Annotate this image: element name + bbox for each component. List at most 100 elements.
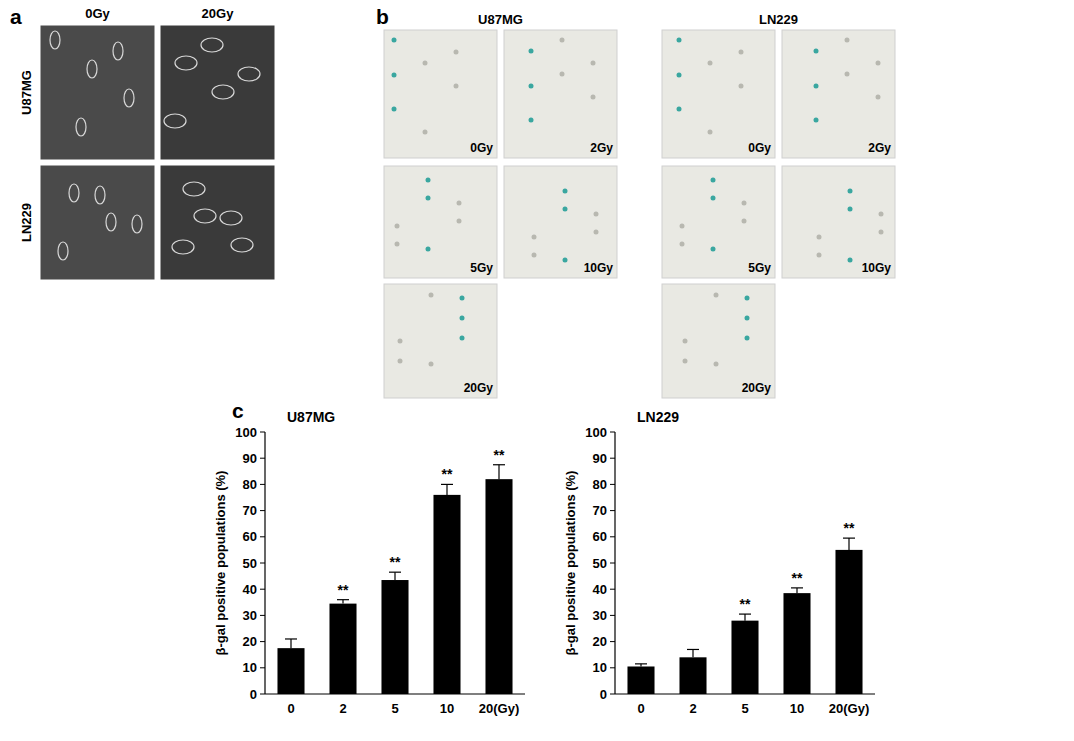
cell-shape bbox=[50, 31, 60, 49]
dose-label: 10Gy bbox=[584, 261, 614, 275]
bar-chart: U87MGβ-gal positive populations (%)01020… bbox=[213, 409, 525, 716]
bar bbox=[679, 657, 706, 694]
significance-label: ** bbox=[792, 570, 803, 586]
stained-cell bbox=[560, 38, 565, 43]
stained-cell bbox=[594, 230, 599, 235]
y-tick-label: 20 bbox=[593, 634, 607, 649]
cell-shape bbox=[95, 186, 105, 204]
stained-cell bbox=[423, 61, 428, 66]
micrograph bbox=[160, 165, 275, 280]
stained-cell bbox=[848, 207, 853, 212]
panel-label: b bbox=[376, 5, 389, 28]
group-label: LN229 bbox=[759, 12, 798, 27]
stained-cell bbox=[563, 189, 568, 194]
stained-cell bbox=[742, 219, 747, 224]
y-tick-label: 100 bbox=[585, 425, 607, 440]
stained-cell bbox=[426, 247, 431, 252]
micrograph bbox=[504, 30, 617, 158]
y-tick-label: 10 bbox=[593, 660, 607, 675]
micrograph bbox=[384, 30, 497, 158]
error-stem bbox=[796, 588, 797, 593]
stained-cell bbox=[532, 235, 537, 240]
stained-cell bbox=[457, 201, 462, 206]
y-tick-label: 10 bbox=[243, 660, 257, 675]
y-tick bbox=[260, 589, 265, 590]
micrograph bbox=[384, 166, 497, 278]
dose-label: 2Gy bbox=[590, 141, 613, 155]
error-stem bbox=[394, 572, 395, 580]
stained-cell bbox=[392, 107, 397, 112]
stained-cell bbox=[739, 50, 744, 55]
stained-cell bbox=[532, 253, 537, 258]
y-tick-label: 40 bbox=[593, 582, 607, 597]
stained-cell bbox=[848, 258, 853, 263]
stained-cell bbox=[745, 336, 750, 341]
column-label: 0Gy bbox=[85, 6, 110, 21]
stained-cell bbox=[814, 118, 819, 123]
micrograph bbox=[662, 30, 775, 158]
y-tick-label: 30 bbox=[243, 608, 257, 623]
stained-cell bbox=[739, 84, 744, 89]
cell-shape bbox=[238, 67, 260, 81]
stained-cell bbox=[563, 258, 568, 263]
y-tick-label: 70 bbox=[593, 503, 607, 518]
bar bbox=[783, 593, 810, 694]
bar bbox=[277, 648, 304, 694]
row-label: U87MG bbox=[19, 70, 34, 115]
panel-label: a bbox=[10, 5, 22, 28]
y-tick bbox=[610, 536, 615, 537]
stained-cell bbox=[429, 362, 434, 367]
bar-chart: LN229β-gal positive populations (%)01020… bbox=[563, 409, 875, 716]
stained-cell bbox=[876, 95, 881, 100]
y-tick-label: 100 bbox=[235, 425, 257, 440]
y-tick-label: 30 bbox=[593, 608, 607, 623]
stained-cell bbox=[683, 359, 688, 364]
y-axis bbox=[614, 432, 615, 694]
cell-shape bbox=[220, 211, 242, 225]
y-tick bbox=[260, 536, 265, 537]
y-tick-label: 90 bbox=[243, 451, 257, 466]
cell-shape bbox=[69, 184, 79, 202]
y-tick bbox=[610, 615, 615, 616]
significance-label: ** bbox=[442, 466, 453, 482]
significance-label: ** bbox=[740, 596, 751, 612]
stained-cell bbox=[460, 316, 465, 321]
error-cap bbox=[337, 599, 349, 600]
stained-cell bbox=[711, 178, 716, 183]
micrograph bbox=[782, 166, 895, 278]
significance-label: ** bbox=[494, 447, 505, 463]
dose-label: 0Gy bbox=[748, 141, 771, 155]
error-cap bbox=[739, 613, 751, 614]
y-tick bbox=[610, 432, 615, 433]
error-stem bbox=[848, 538, 849, 550]
y-tick-label: 0 bbox=[250, 687, 257, 702]
stained-cell bbox=[677, 73, 682, 78]
marks bbox=[627, 538, 862, 694]
micrograph bbox=[662, 166, 775, 278]
y-tick bbox=[610, 563, 615, 564]
stained-cell bbox=[563, 207, 568, 212]
stained-cell bbox=[814, 49, 819, 54]
y-tick-label: 80 bbox=[593, 477, 607, 492]
stained-cell bbox=[677, 38, 682, 43]
stained-cell bbox=[708, 130, 713, 135]
x-tick-label: 5 bbox=[741, 701, 748, 716]
bar bbox=[433, 495, 460, 694]
y-tick bbox=[260, 484, 265, 485]
stained-cell bbox=[848, 189, 853, 194]
y-tick bbox=[260, 641, 265, 642]
cell-shape bbox=[212, 85, 234, 99]
chart-title: U87MG bbox=[287, 409, 335, 425]
dose-label: 10Gy bbox=[862, 261, 892, 275]
cell-shape bbox=[76, 118, 86, 136]
error-cap bbox=[493, 464, 505, 465]
cell-shape bbox=[194, 209, 216, 223]
x-tick-label: 2 bbox=[339, 701, 346, 716]
stained-cell bbox=[714, 293, 719, 298]
stained-cell bbox=[398, 339, 403, 344]
cell-shape bbox=[175, 56, 197, 70]
bar bbox=[329, 604, 356, 694]
bar bbox=[835, 550, 862, 694]
stained-cell bbox=[817, 253, 822, 258]
y-tick-label: 60 bbox=[243, 529, 257, 544]
